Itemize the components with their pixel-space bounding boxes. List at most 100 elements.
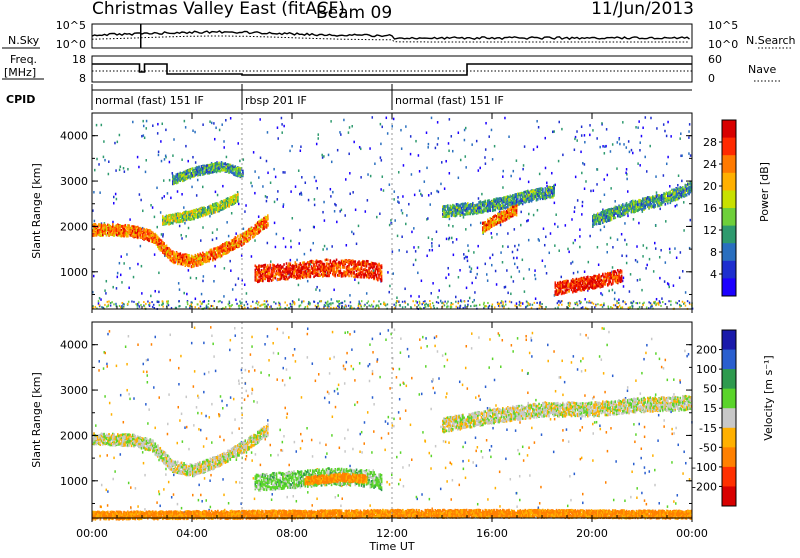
scatter-cell — [185, 126, 187, 129]
scatter-cell — [543, 227, 545, 230]
scatter-cell — [464, 139, 466, 142]
noise-right-tick-bottom: 10^0 — [708, 38, 738, 51]
scatter-cell — [157, 123, 159, 126]
ground-scatter-cell — [113, 303, 115, 305]
ground-scatter-cell — [415, 300, 417, 302]
scatter-cell — [254, 192, 256, 195]
ground-scatter-cell — [684, 302, 686, 304]
scatter-cell — [290, 240, 292, 243]
scatter-cell — [485, 122, 487, 125]
ground-scatter-cell — [455, 301, 457, 303]
scatter-cell — [96, 158, 98, 161]
scatter-cell — [380, 188, 382, 191]
ground-scatter-cell — [219, 300, 221, 302]
ground-scatter-cell — [308, 301, 310, 303]
scatter-cell — [617, 141, 619, 144]
scatter-cell — [485, 148, 487, 151]
ground-scatter-cell — [291, 304, 293, 306]
ground-scatter-cell — [264, 303, 266, 305]
ground-scatter-cell — [266, 301, 268, 303]
scatter-cell — [157, 132, 159, 135]
scatter-cell — [629, 151, 631, 154]
scatter-cell — [629, 290, 631, 293]
scatter-cell — [381, 126, 383, 129]
scatter-cell — [202, 226, 204, 229]
scatter-cell — [203, 275, 205, 278]
ground-scatter-cell — [206, 305, 208, 307]
scatter-cell — [451, 135, 453, 138]
ground-scatter-cell — [499, 305, 501, 307]
scatter-cell — [370, 175, 372, 178]
scatter-cell — [124, 170, 126, 173]
ground-scatter-cell — [317, 302, 319, 304]
scatter-cell — [333, 289, 335, 292]
scatter-cell — [226, 221, 228, 224]
ground-scatter-cell — [423, 302, 425, 304]
ground-scatter-cell — [319, 300, 321, 302]
ground-scatter-cell — [470, 305, 472, 307]
scatter-cell — [156, 187, 158, 190]
scatter-cell — [438, 244, 440, 247]
scatter-cell — [281, 131, 283, 134]
scatter-cell — [516, 159, 518, 162]
ground-scatter-cell — [152, 306, 154, 308]
scatter-cell — [392, 250, 394, 253]
freq-left-tick-bottom: 8 — [79, 72, 86, 85]
noise-left-tick-top: 10^5 — [56, 19, 86, 32]
scatter-cell — [592, 129, 594, 132]
scatter-cell — [546, 272, 548, 275]
scatter-cell — [181, 237, 183, 240]
data-cell — [267, 264, 269, 267]
ground-scatter-cell — [679, 304, 681, 306]
scatter-cell — [145, 159, 147, 162]
scatter-cell — [606, 251, 608, 254]
scatter-cell — [632, 152, 634, 155]
scatter-cell — [250, 182, 252, 185]
scatter-cell — [277, 137, 279, 140]
scatter-cell — [275, 246, 277, 249]
scatter-cell — [393, 118, 395, 121]
scatter-cell — [486, 273, 488, 276]
scatter-cell — [655, 175, 657, 178]
data-cell — [262, 280, 264, 283]
scatter-cell — [677, 184, 679, 187]
data-cell — [282, 266, 284, 269]
scatter-cell — [400, 129, 402, 132]
ground-scatter-cell — [309, 304, 311, 306]
scatter-cell — [527, 219, 529, 222]
scatter-cell — [115, 169, 117, 172]
cpid-label: CPID — [6, 93, 35, 106]
scatter-cell — [641, 135, 643, 138]
scatter-cell — [637, 126, 639, 129]
scatter-cell — [452, 241, 454, 244]
ground-scatter-cell — [110, 302, 112, 304]
scatter-cell — [318, 133, 320, 136]
ground-scatter-cell — [239, 305, 241, 307]
scatter-cell — [112, 286, 114, 289]
scatter-cell — [339, 131, 341, 134]
scatter-cell — [410, 295, 412, 298]
scatter-cell — [664, 280, 666, 283]
scatter-cell — [282, 171, 284, 174]
ground-scatter-cell — [624, 301, 626, 303]
scatter-cell — [537, 146, 539, 149]
data-cell — [260, 230, 262, 233]
scatter-cell — [267, 131, 269, 134]
ground-scatter-cell — [178, 300, 180, 302]
scatter-cell — [212, 239, 214, 242]
ground-scatter-cell — [167, 300, 169, 302]
scatter-cell — [626, 178, 628, 181]
scatter-cell — [202, 123, 204, 126]
ground-scatter-cell — [520, 302, 522, 304]
data-cell — [175, 261, 177, 264]
scatter-cell — [300, 145, 302, 148]
ground-scatter-cell — [313, 301, 315, 303]
ground-scatter-cell — [668, 300, 670, 302]
ground-scatter-cell — [607, 306, 609, 308]
ground-scatter-cell — [643, 302, 645, 304]
scatter-cell — [348, 131, 350, 134]
ground-scatter-cell — [425, 303, 427, 305]
scatter-cell — [388, 291, 390, 294]
scatter-cell — [137, 156, 139, 159]
scatter-cell — [222, 185, 224, 188]
